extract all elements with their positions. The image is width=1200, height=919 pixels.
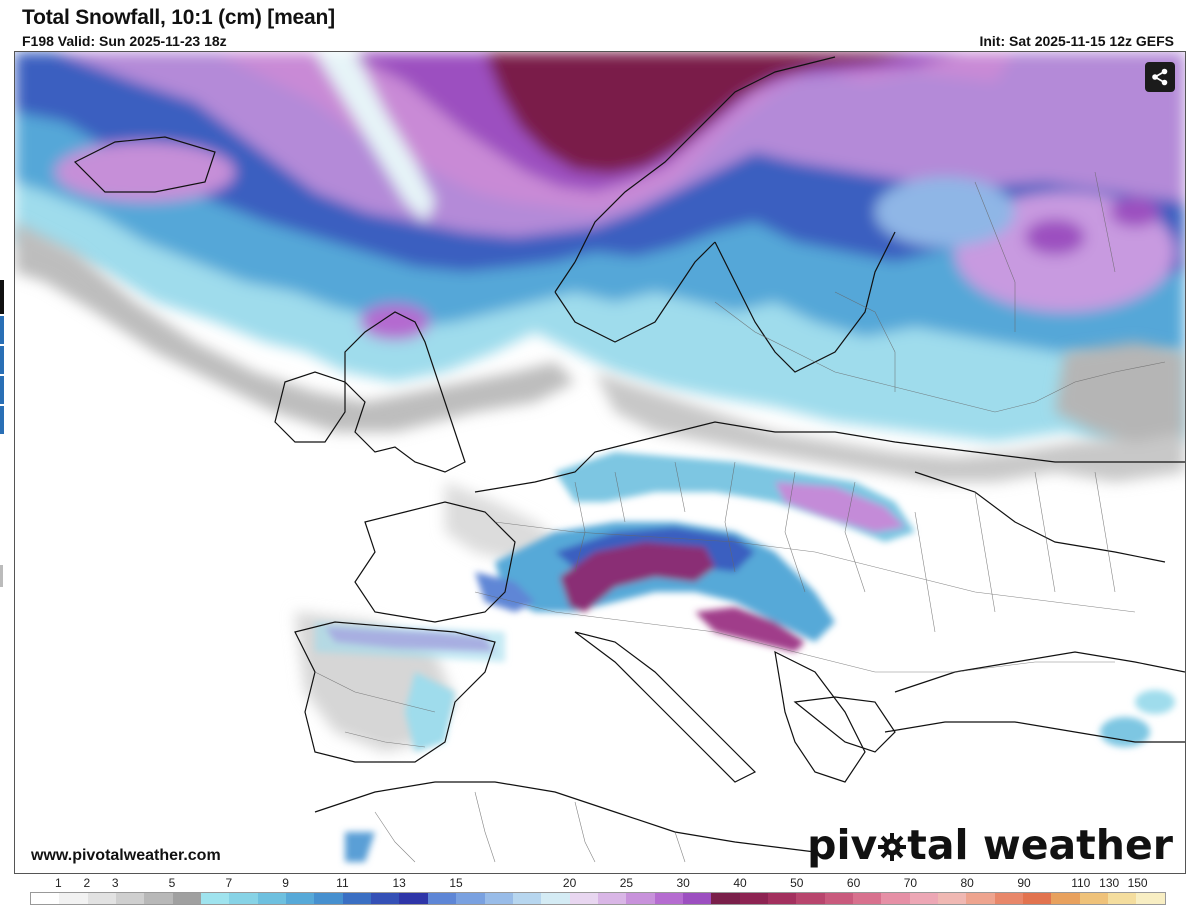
left-edge-strip [0, 280, 4, 434]
legend-swatch [966, 893, 995, 904]
legend-swatch [626, 893, 655, 904]
legend-swatch [1136, 893, 1165, 904]
legend-label: 1 [55, 876, 62, 890]
legend-swatch [1079, 893, 1109, 904]
coastlines [73, 56, 1185, 853]
legend-label: 110 [1071, 876, 1091, 890]
legend-swatch [654, 893, 683, 904]
legend-label: 70 [903, 876, 918, 890]
legend-label: 7 [225, 876, 233, 890]
legend-label: 80 [960, 876, 974, 890]
legend-swatch [172, 893, 202, 904]
left-edge-mark [0, 565, 3, 587]
website-credit: www.pivotalweather.com [31, 847, 221, 864]
legend-color-bar [30, 892, 1166, 905]
legend-label: 40 [733, 876, 747, 890]
valid-time: F198 Valid: Sun 2025-11-23 18z [22, 33, 227, 49]
snowfall-shading-north [15, 52, 1185, 447]
legend-label: 20 [562, 876, 577, 890]
legend-label: 3 [111, 876, 119, 890]
legend-swatch [824, 893, 853, 904]
legend-swatch [1108, 893, 1137, 904]
legend-label: 60 [846, 876, 861, 890]
legend-label: 15 [449, 876, 463, 890]
legend-swatch [314, 893, 343, 904]
legend-swatch [371, 893, 400, 904]
legend-swatch [484, 893, 513, 904]
legend-label: 11 [336, 876, 349, 890]
color-legend: 1 2 3 5 7 9 11 13 15 20 25 30 40 50 60 70 80 90 110 130 150 [30, 874, 1166, 914]
legend-swatch [427, 893, 457, 904]
legend-swatch [116, 893, 145, 904]
legend-swatch [569, 893, 598, 904]
legend-swatch [767, 893, 797, 904]
legend-swatch [201, 893, 230, 904]
legend-labels: 1 2 3 5 7 9 11 13 15 20 25 30 40 50 60 70 80 90 110 130 150 [30, 874, 1166, 892]
legend-swatch [852, 893, 882, 904]
legend-swatch [342, 893, 372, 904]
legend-swatch [938, 893, 967, 904]
gear-icon [877, 832, 907, 862]
snowfall-map[interactable]: www.pivotalweather.com piv tal weather [14, 51, 1186, 874]
country-borders [314, 171, 1166, 863]
legend-swatch [881, 893, 910, 904]
legend-swatch [59, 893, 88, 904]
legend-swatch [994, 893, 1024, 904]
legend-swatch [31, 893, 60, 904]
legend-label: 90 [1017, 876, 1031, 890]
legend-label: 130 [1099, 876, 1120, 890]
legend-label: 150 [1127, 876, 1148, 890]
legend-label: 2 [83, 876, 91, 890]
legend-swatch [87, 893, 117, 904]
legend-swatch [456, 893, 485, 904]
legend-swatch [286, 893, 315, 904]
legend-swatch [512, 893, 542, 904]
legend-label: 25 [619, 876, 634, 890]
legend-swatch [739, 893, 768, 904]
legend-label: 50 [790, 876, 804, 890]
legend-label: 30 [676, 876, 690, 890]
brand-text-start: piv [807, 821, 878, 869]
legend-swatch [257, 893, 287, 904]
share-icon [1152, 68, 1168, 86]
legend-swatch [399, 893, 428, 904]
legend-swatch [597, 893, 627, 904]
share-button[interactable] [1145, 62, 1175, 92]
legend-swatch [682, 893, 712, 904]
legend-swatch [541, 893, 570, 904]
legend-swatch [796, 893, 825, 904]
legend-swatch [909, 893, 938, 904]
brand-logo: piv tal weather [807, 821, 1173, 869]
map-canvas [15, 52, 1185, 873]
legend-swatch [1023, 893, 1052, 904]
legend-swatch [711, 893, 740, 904]
legend-label: 5 [168, 876, 176, 890]
brand-text-end: tal weather [907, 821, 1173, 869]
legend-swatch [1051, 893, 1080, 904]
init-time: Init: Sat 2025-11-15 12z GEFS [979, 33, 1174, 49]
legend-label: 13 [392, 876, 406, 890]
legend-swatch [144, 893, 173, 904]
map-title: Total Snowfall, 10:1 (cm) [mean] [22, 6, 335, 29]
legend-swatch [229, 893, 258, 904]
legend-label: 9 [282, 876, 289, 890]
